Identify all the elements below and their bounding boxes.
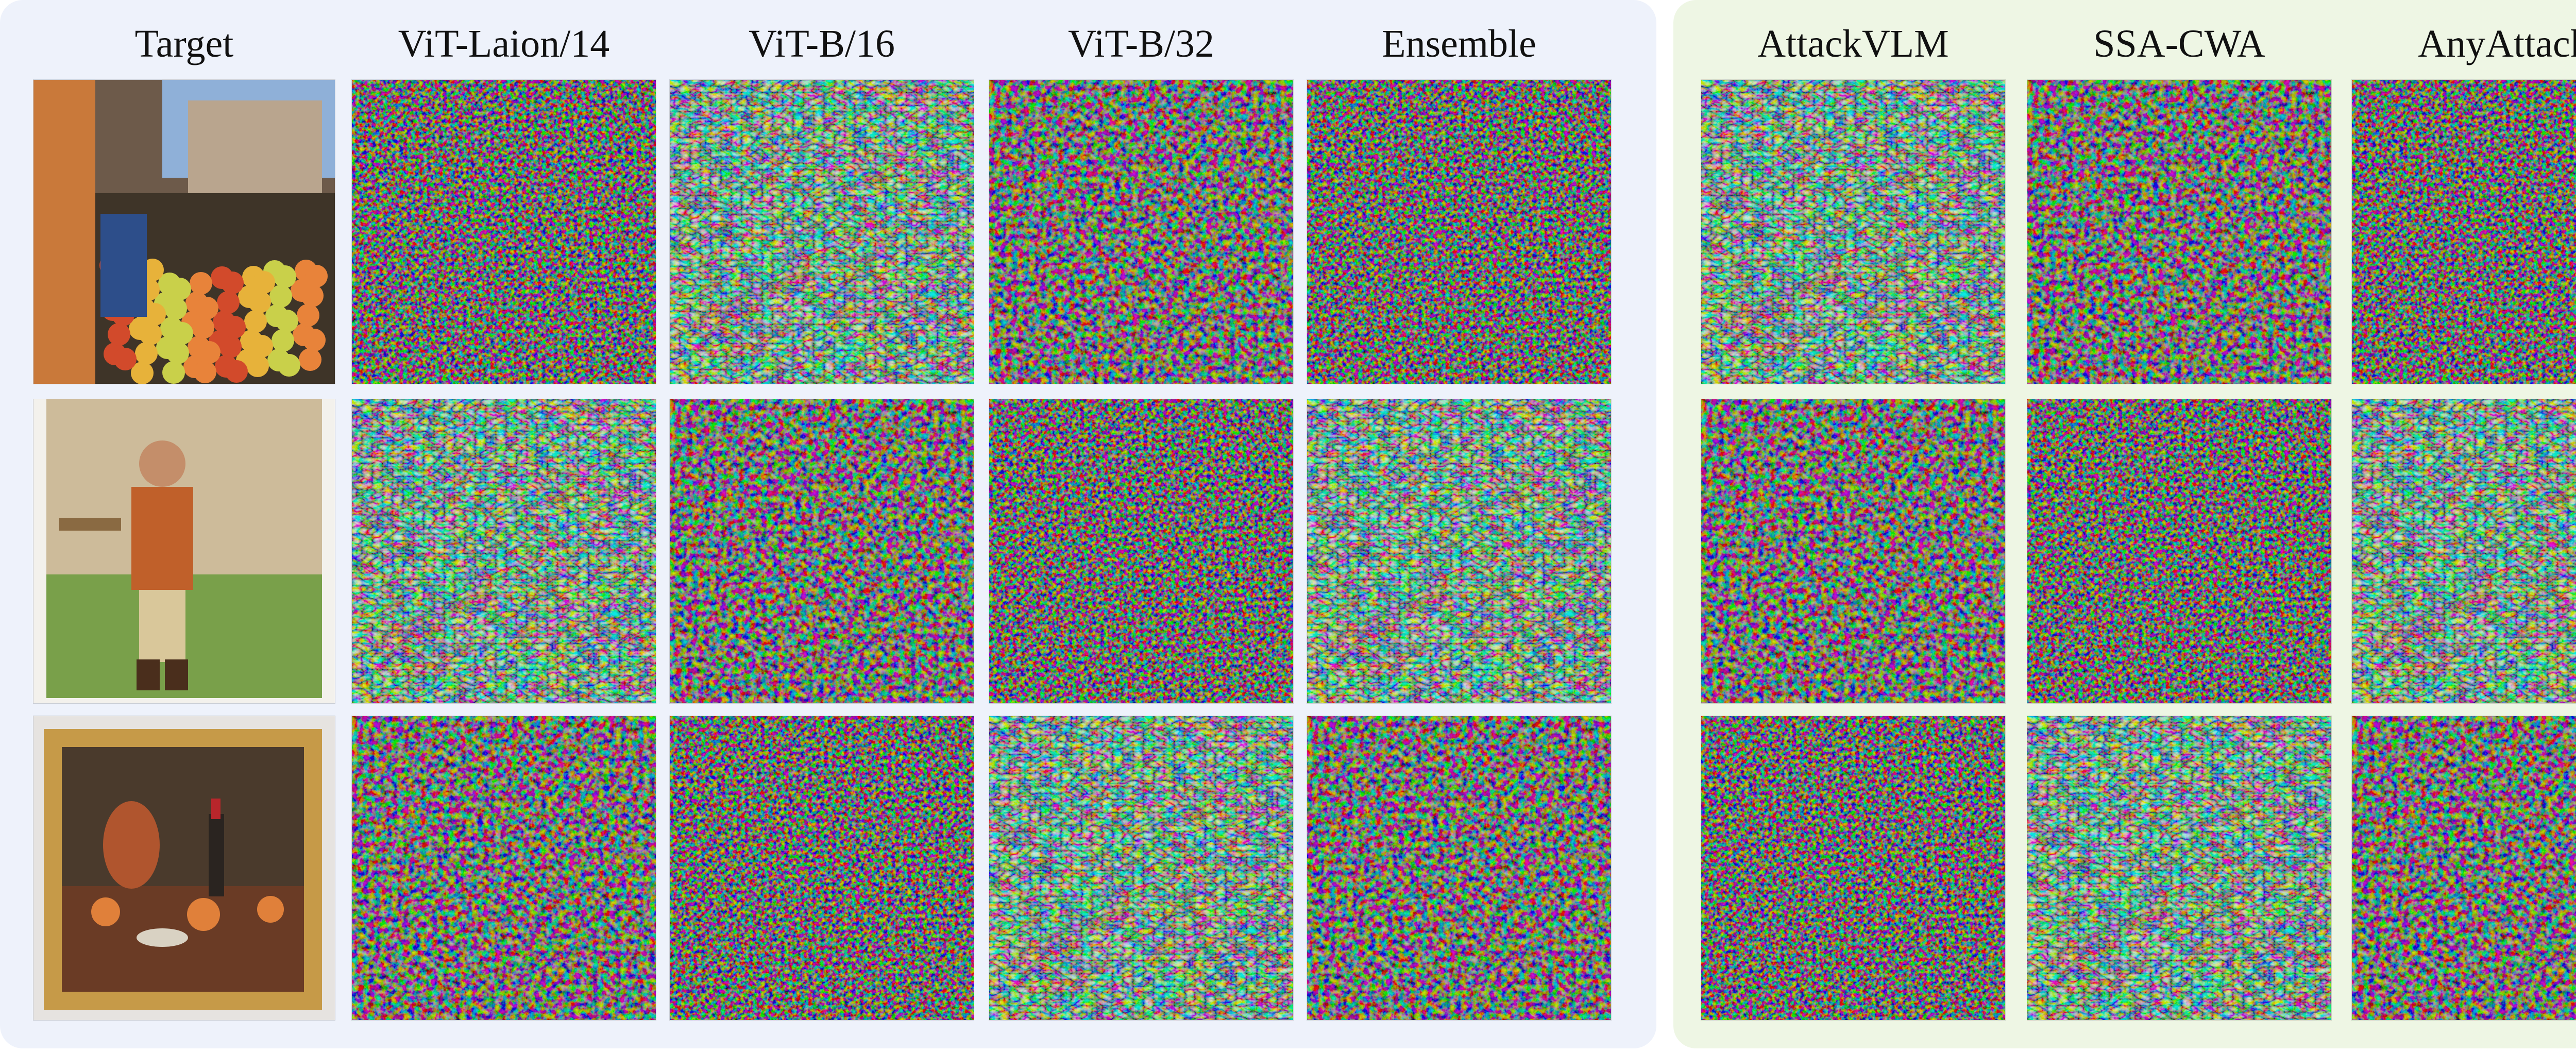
perturbation-vit-laion-14-row-3 [352, 716, 656, 1020]
column-header-vit-b-32: ViT-B/32 [1068, 22, 1214, 65]
perturbation-attackvlm-row-1 [1701, 80, 2005, 384]
perturbation-vit-b-16-row-1 [670, 80, 974, 384]
perturbation-vit-b-32-row-3 [989, 716, 1293, 1020]
column-header-target: Target [134, 22, 234, 65]
perturbation-ensemble-row-1 [1307, 80, 1611, 384]
perturbation-vit-b-16-row-3 [670, 716, 974, 1020]
perturbation-attackvlm-row-2 [1701, 399, 2005, 703]
perturbation-attackvlm-row-3 [1701, 716, 2005, 1020]
perturbation-ensemble-row-3 [1307, 716, 1611, 1020]
column-header-ssa-cwa: SSA-CWA [2093, 22, 2265, 65]
perturbation-ensemble-row-2 [1307, 399, 1611, 703]
man-in-medieval-costume-photo [33, 399, 335, 703]
column-header-vit-b-16: ViT-B/16 [749, 22, 895, 65]
column-header-attackvlm: AttackVLM [1757, 22, 1949, 65]
perturbation-ssa-cwa-row-3 [2027, 716, 2331, 1020]
perturbation-ssa-cwa-row-2 [2027, 399, 2331, 703]
framed-still-life-painting [33, 716, 335, 1020]
perturbation-anyattack-row-3 [2352, 716, 2576, 1020]
column-header-anyattack: AnyAttack [2418, 22, 2576, 65]
perturbation-vit-b-32-row-1 [989, 80, 1293, 384]
market-stall-with-fruit-photo [33, 80, 335, 384]
column-header-ensemble: Ensemble [1382, 22, 1536, 65]
perturbation-ssa-cwa-row-1 [2027, 80, 2331, 384]
perturbation-anyattack-row-2 [2352, 399, 2576, 703]
perturbation-vit-b-32-row-2 [989, 399, 1293, 703]
perturbation-anyattack-row-1 [2352, 80, 2576, 384]
perturbation-vit-laion-14-row-1 [352, 80, 656, 384]
perturbation-vit-b-16-row-2 [670, 399, 974, 703]
perturbation-vit-laion-14-row-2 [352, 399, 656, 703]
column-header-vit-laion-14: ViT-Laion/14 [398, 22, 610, 65]
